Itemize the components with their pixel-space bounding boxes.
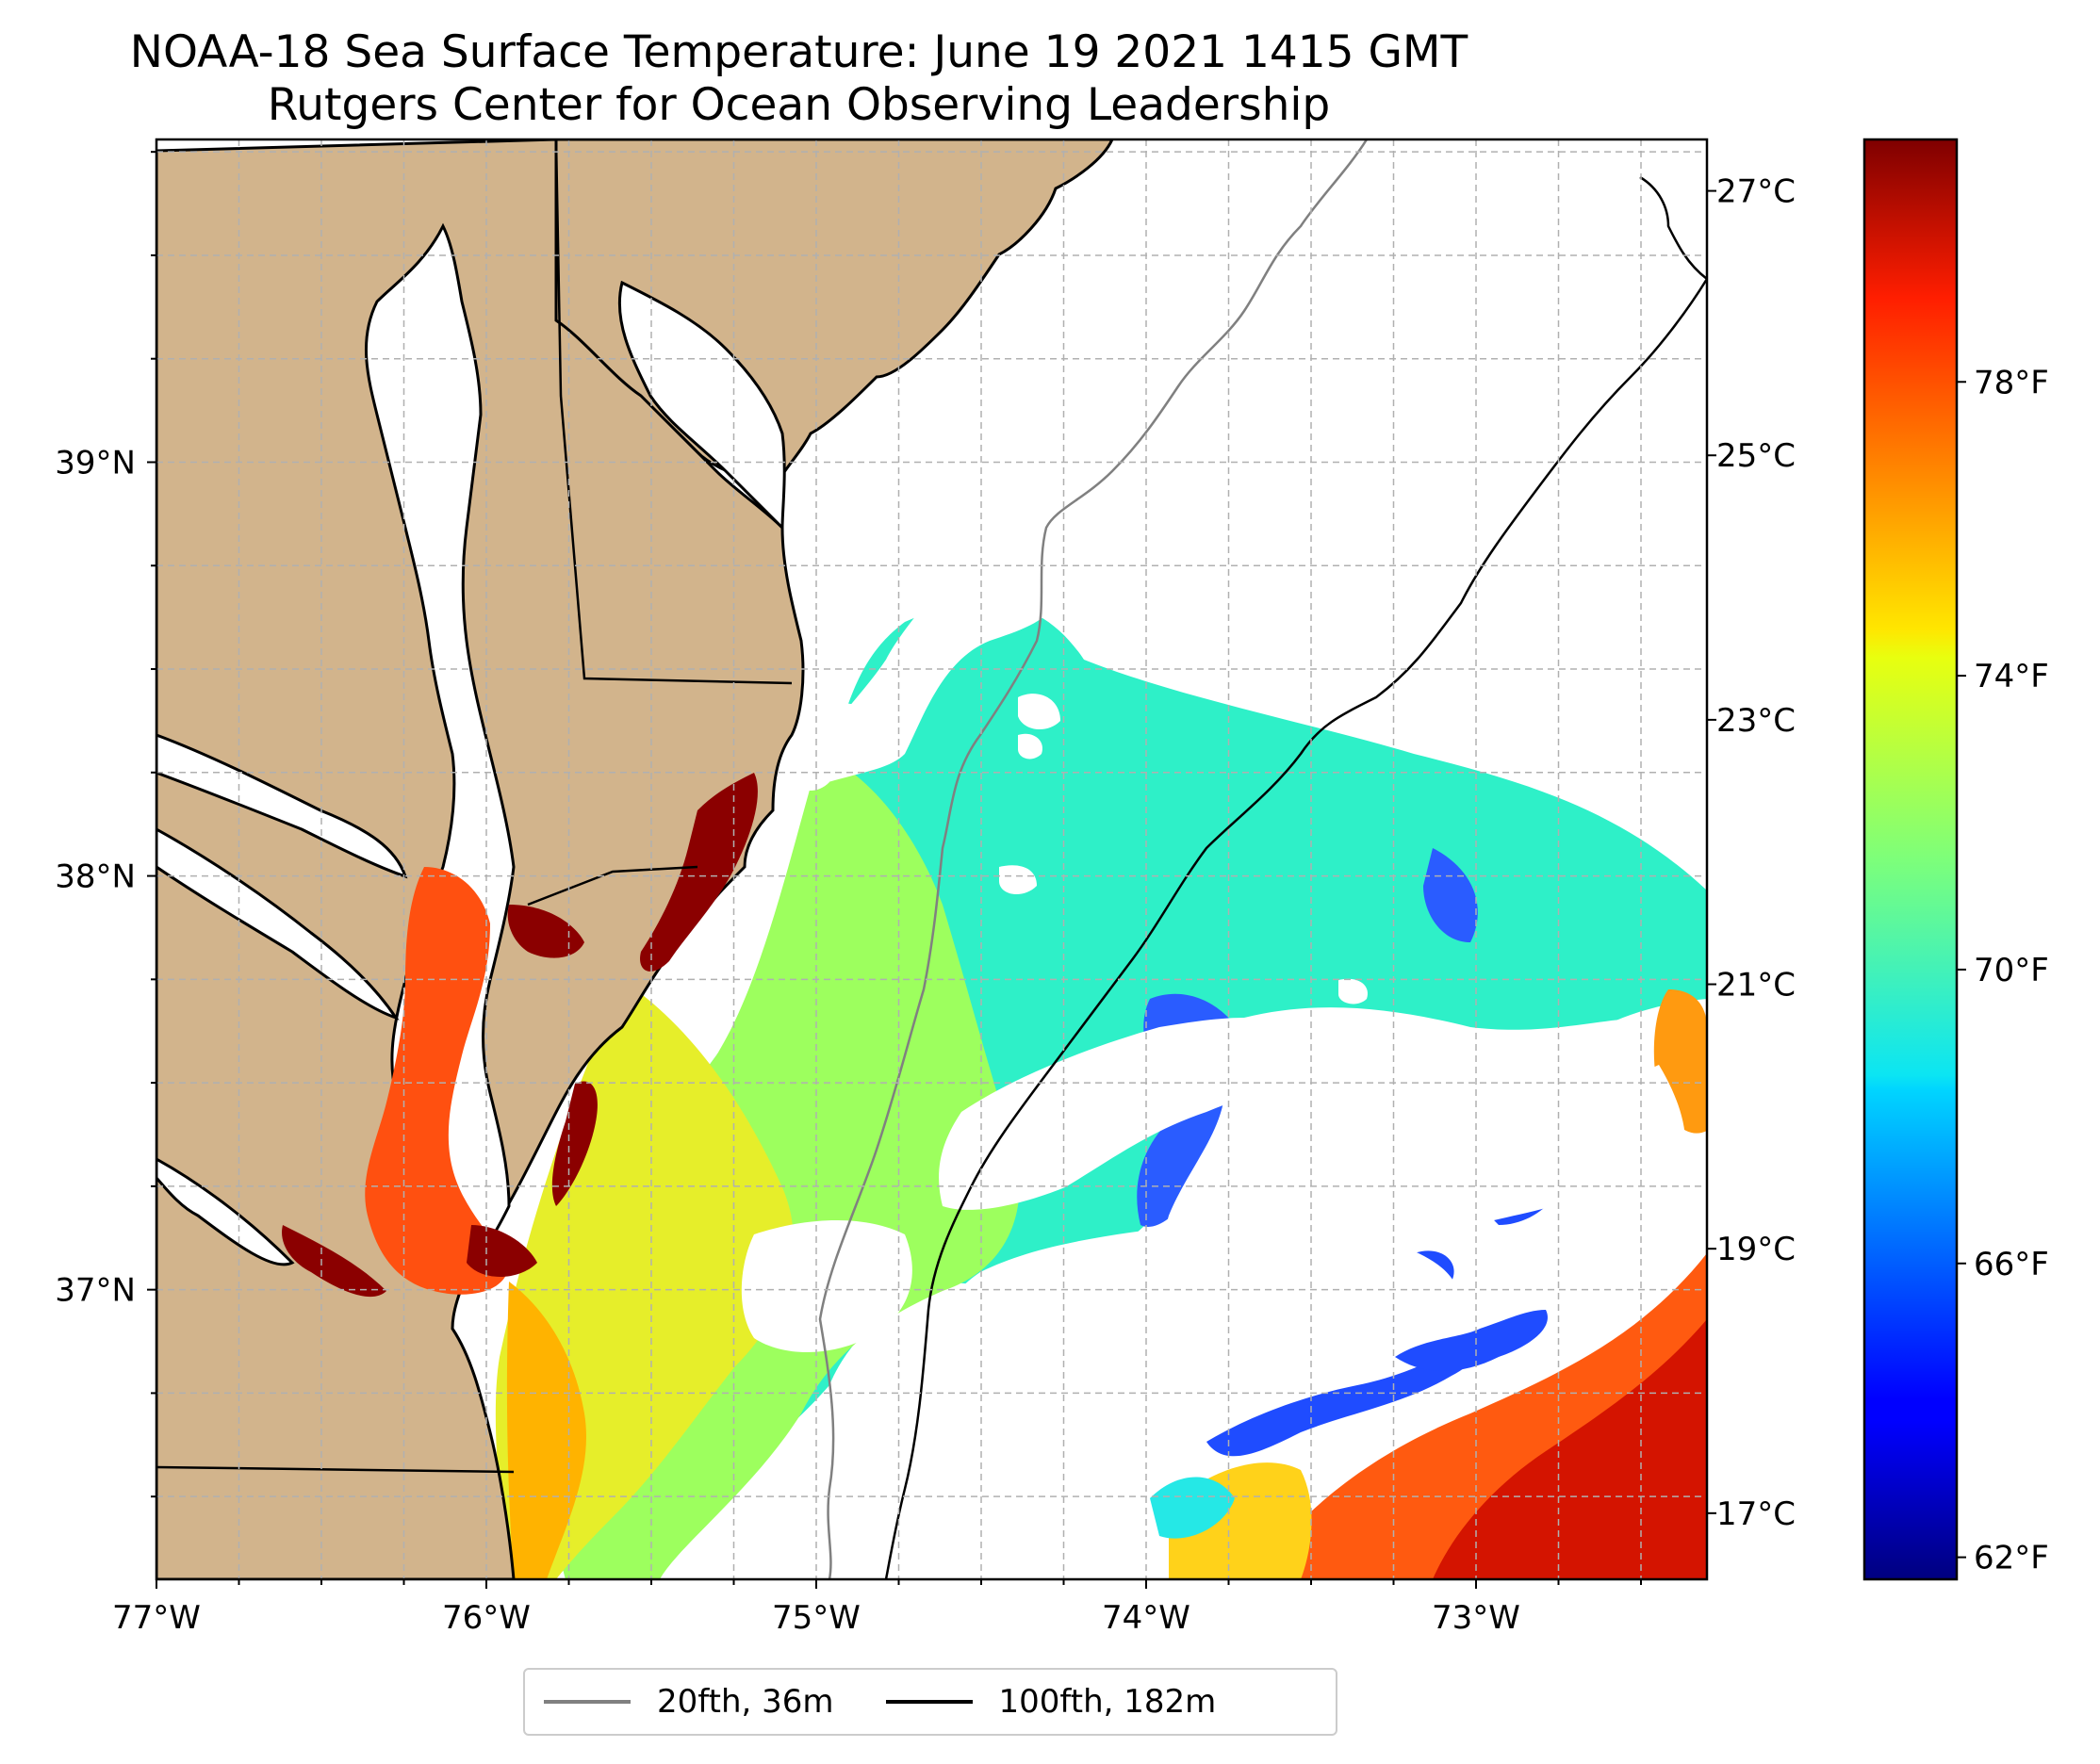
celsius-tick-label: 27°C: [1716, 173, 1796, 211]
sst-gulfstream-core: [1433, 1319, 1707, 1579]
contour-100fth-east: [1639, 175, 1707, 280]
legend-item-20fth: 20fth, 36m: [544, 1683, 834, 1721]
lat-tick-label: 38°N: [55, 858, 136, 896]
sst-blue-band-mid: [1395, 1310, 1548, 1371]
fahrenheit-tick-label: 66°F: [1974, 1246, 2049, 1283]
eastern-shore-hot: [640, 773, 758, 972]
celsius-tick-label: 21°C: [1716, 967, 1796, 1004]
legend-item-100fth: 100fth, 182m: [885, 1683, 1217, 1721]
delaware-bay: [617, 280, 786, 531]
chesapeake-west-inlets-3: [156, 1157, 295, 1266]
map-panel: [156, 139, 1707, 1579]
lon-tick-label: 75°W: [772, 1599, 861, 1637]
no-data-areas: [716, 528, 1707, 1579]
lon-tick-label: 73°W: [1432, 1599, 1520, 1637]
fahrenheit-tick-label: 62°F: [1974, 1540, 2049, 1577]
map-frame: [155, 138, 1709, 1581]
fahrenheit-tick-label: 74°F: [1974, 658, 2049, 695]
grid-lines: [156, 139, 1707, 1579]
celsius-tick-label: 17°C: [1716, 1495, 1796, 1533]
map-axes: 77°W 76°W 75°W 74°W 73°W 39°N 38°N 37°N: [55, 151, 1642, 1637]
lon-tick-label: 74°W: [1102, 1599, 1190, 1637]
bay-sst-hot: [507, 905, 584, 958]
chart-subtitle: Rutgers Center for Ocean Observing Leade…: [267, 79, 1331, 131]
state-borders: [156, 139, 793, 1474]
lon-tick-label: 76°W: [442, 1599, 531, 1637]
celsius-tick-label: 23°C: [1716, 702, 1796, 740]
celsius-tick-label: 19°C: [1716, 1231, 1796, 1268]
chart-title: NOAA-18 Sea Surface Temperature: June 19…: [129, 26, 1468, 78]
lon-tick-label: 77°W: [112, 1599, 201, 1637]
eastern-shore-hot-2: [551, 1081, 598, 1206]
bay-sst: [282, 773, 758, 1298]
fahrenheit-tick-label: 78°F: [1974, 364, 2049, 401]
sst-blue-patch-2: [1423, 848, 1478, 942]
celsius-tick-label: 25°C: [1716, 437, 1796, 475]
legend-label: 100fth, 182m: [998, 1683, 1217, 1721]
bay-sst-warm: [365, 867, 509, 1295]
colorbar-gradient: [1862, 138, 1959, 1581]
sst-blue-band-south: [1206, 1332, 1487, 1457]
isobaths: [818, 139, 1707, 1579]
lat-tick-label: 37°N: [55, 1272, 136, 1310]
legend-line-black: [885, 1700, 973, 1704]
contour-20fth: [818, 139, 1369, 1579]
bay-sst-hot-2: [467, 1225, 537, 1277]
sst-cyan-patch-south: [1150, 1477, 1235, 1539]
sst-warm-south-nearshore: [506, 1282, 586, 1579]
legend-label: 20fth, 36m: [657, 1683, 834, 1721]
legend: 20fth, 36m 100fth, 182m: [523, 1668, 1337, 1736]
colorbar: 27°C 25°C 23°C 21°C 19°C 17°C 78°F 74°F …: [1707, 138, 2049, 1581]
legend-line-gray: [544, 1700, 631, 1704]
lat-tick-label: 39°N: [55, 444, 136, 482]
virginia-rivers-hot: [282, 1225, 386, 1298]
contour-100fth: [884, 278, 1707, 1579]
fahrenheit-tick-label: 70°F: [1974, 952, 2049, 989]
